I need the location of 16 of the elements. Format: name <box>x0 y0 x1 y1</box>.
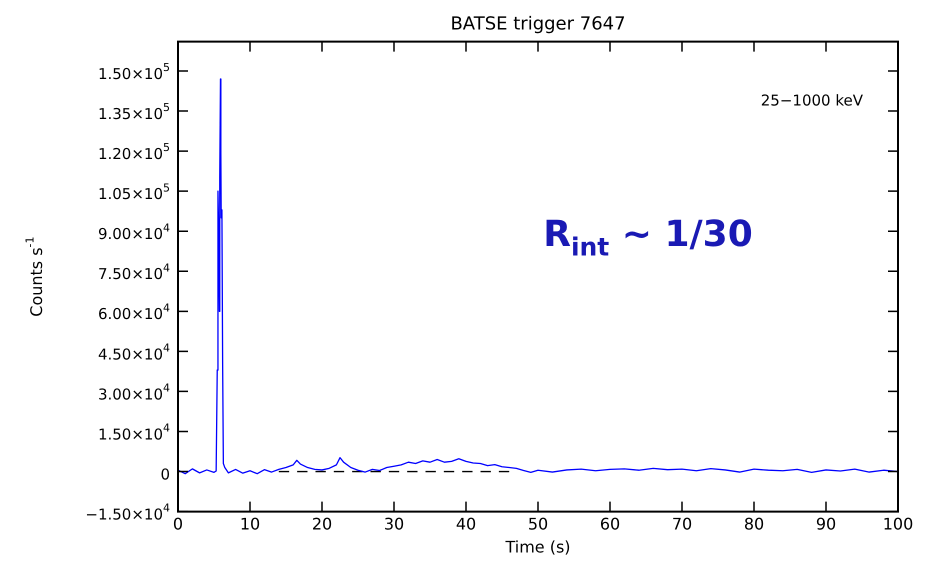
x-tick-label: 20 <box>312 514 332 534</box>
chart-title: BATSE trigger 7647 <box>450 13 626 34</box>
x-tick-label: 30 <box>384 514 404 534</box>
x-tick-label: 60 <box>600 514 620 534</box>
y-axis-title: Counts s-1 <box>24 236 46 317</box>
x-tick-label: 10 <box>240 514 260 534</box>
x-tick-label: 70 <box>672 514 692 534</box>
x-axis-title: Time (s) <box>504 538 571 557</box>
x-tick-label: 80 <box>744 514 764 534</box>
y-tick-label: 0 <box>160 465 170 484</box>
x-tick-label: 100 <box>882 514 914 534</box>
x-tick-label: 50 <box>528 514 548 534</box>
x-tick-label: 0 <box>172 514 184 534</box>
x-tick-label: 90 <box>816 514 836 534</box>
annotation: 25−1000 keV <box>760 91 864 110</box>
x-tick-label: 40 <box>456 514 476 534</box>
